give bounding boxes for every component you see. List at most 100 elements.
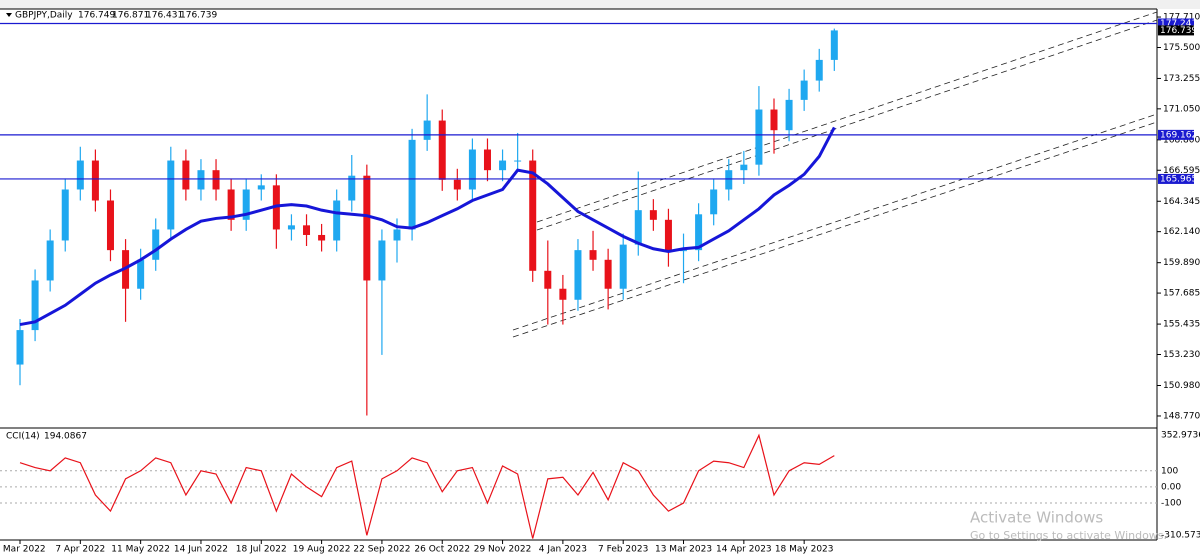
level-box (1158, 18, 1194, 29)
cci-value: 194.0867 (44, 432, 87, 442)
y-tick-label: -100 (1161, 499, 1182, 509)
candle-body (378, 240, 386, 281)
y-tick-label: 175.500 (1163, 43, 1200, 53)
y-tick-label: 157.685 (1163, 289, 1200, 299)
candle-body (649, 210, 657, 220)
candle-body (800, 80, 808, 100)
candle-body (182, 160, 190, 190)
x-tick-label: 14 Apr 2023 (716, 545, 772, 555)
level-label: 177.241 (1160, 19, 1197, 29)
symbol: GBPJPY,Daily (15, 11, 73, 21)
level-box (1158, 173, 1194, 184)
y-tick-label: 150.980 (1163, 381, 1200, 391)
y-tick-label: 100 (1161, 466, 1178, 476)
y-tick-label: 155.435 (1163, 320, 1200, 330)
candle-body (559, 288, 567, 300)
candle-body (31, 280, 39, 331)
candle-body (785, 99, 793, 131)
candle-body (483, 149, 491, 171)
candle-body (710, 189, 718, 215)
candle-body (197, 170, 205, 190)
candle-body (815, 59, 823, 81)
x-tick-label: 4 Jan 2023 (539, 545, 587, 555)
menu-arrow[interactable] (6, 13, 12, 17)
y-tick-label: 153.230 (1163, 350, 1200, 360)
candle-body (499, 160, 507, 171)
y-tick-label: 177.710 (1163, 13, 1200, 23)
candle-body (137, 259, 145, 289)
x-tick-label: 7 Apr 2022 (55, 545, 105, 555)
candle-body (423, 120, 431, 140)
candle-body (106, 200, 114, 251)
low: 176.431 (146, 11, 183, 21)
candle-body (830, 30, 838, 60)
candle-body (167, 160, 175, 230)
watermark-title: Activate Windows (970, 509, 1103, 527)
candle-body (438, 120, 446, 180)
y-tick-label: 148.770 (1163, 411, 1200, 421)
x-tick-label: 14 Jun 2022 (174, 545, 228, 555)
x-tick-label: 29 Nov 2022 (474, 545, 532, 555)
y-tick-label: 173.255 (1163, 74, 1200, 84)
channel-line (512, 113, 1158, 331)
candle-body (227, 189, 235, 220)
y-tick-label: 159.890 (1163, 258, 1200, 268)
level-label: 165.965 (1160, 174, 1197, 184)
level-box (1158, 129, 1194, 140)
candle-body (303, 225, 311, 235)
candle-body (619, 244, 627, 289)
candle-body (695, 214, 703, 251)
candle-body (529, 160, 537, 271)
candle-body (318, 234, 326, 241)
candle-body (333, 200, 341, 241)
y-tick-label: 352.9736 (1161, 431, 1200, 441)
candle-body (408, 139, 416, 230)
candle-body (91, 160, 99, 201)
x-tick-label: 11 May 2022 (111, 545, 170, 555)
price-box (1158, 25, 1194, 36)
candle-body (589, 250, 597, 260)
candle-body (287, 225, 295, 230)
candle-body (664, 219, 672, 251)
y-tick-label: 166.595 (1163, 166, 1200, 176)
channel-line (512, 121, 1158, 338)
cci-title: CCI(14) (6, 432, 40, 442)
candle-body (544, 270, 552, 289)
x-tick-label: 7 Feb 2023 (598, 545, 648, 555)
moving-average (19, 126, 836, 327)
high: 176.871 (112, 11, 149, 21)
candle-body (740, 164, 748, 171)
x-tick-label: 26 Oct 2022 (414, 545, 470, 555)
candle-body (76, 160, 84, 190)
candle-body (453, 179, 461, 190)
x-tick-label: 19 Aug 2022 (293, 545, 351, 555)
y-tick-label: 168.800 (1163, 135, 1200, 145)
candle-body (152, 229, 160, 260)
candle-body (514, 160, 522, 162)
candle-body (468, 149, 476, 190)
x-tick-label: 13 Mar 2023 (655, 545, 712, 555)
candle-body (574, 250, 582, 300)
y-tick-label: 0.00 (1161, 482, 1181, 492)
y-tick-label: -310.5736 (1161, 531, 1200, 541)
candle-body (725, 170, 733, 190)
open: 176.749 (78, 11, 115, 21)
candle-body (393, 229, 401, 241)
channel (512, 11, 1158, 338)
tab-strip (0, 0, 1200, 9)
candle-body (348, 175, 356, 201)
x-tick-label: 18 Jul 2022 (236, 545, 287, 555)
y-tick-label: 171.050 (1163, 104, 1200, 114)
candle-body (46, 240, 54, 281)
candle-body (363, 175, 371, 281)
watermark-text: Go to Settings to activate Windows. (970, 529, 1167, 542)
candle-body (242, 189, 250, 220)
candle-body (634, 210, 642, 245)
candle-body (755, 109, 763, 165)
candle-body (16, 330, 24, 365)
candle-body (680, 250, 688, 252)
cci-line (19, 433, 835, 539)
